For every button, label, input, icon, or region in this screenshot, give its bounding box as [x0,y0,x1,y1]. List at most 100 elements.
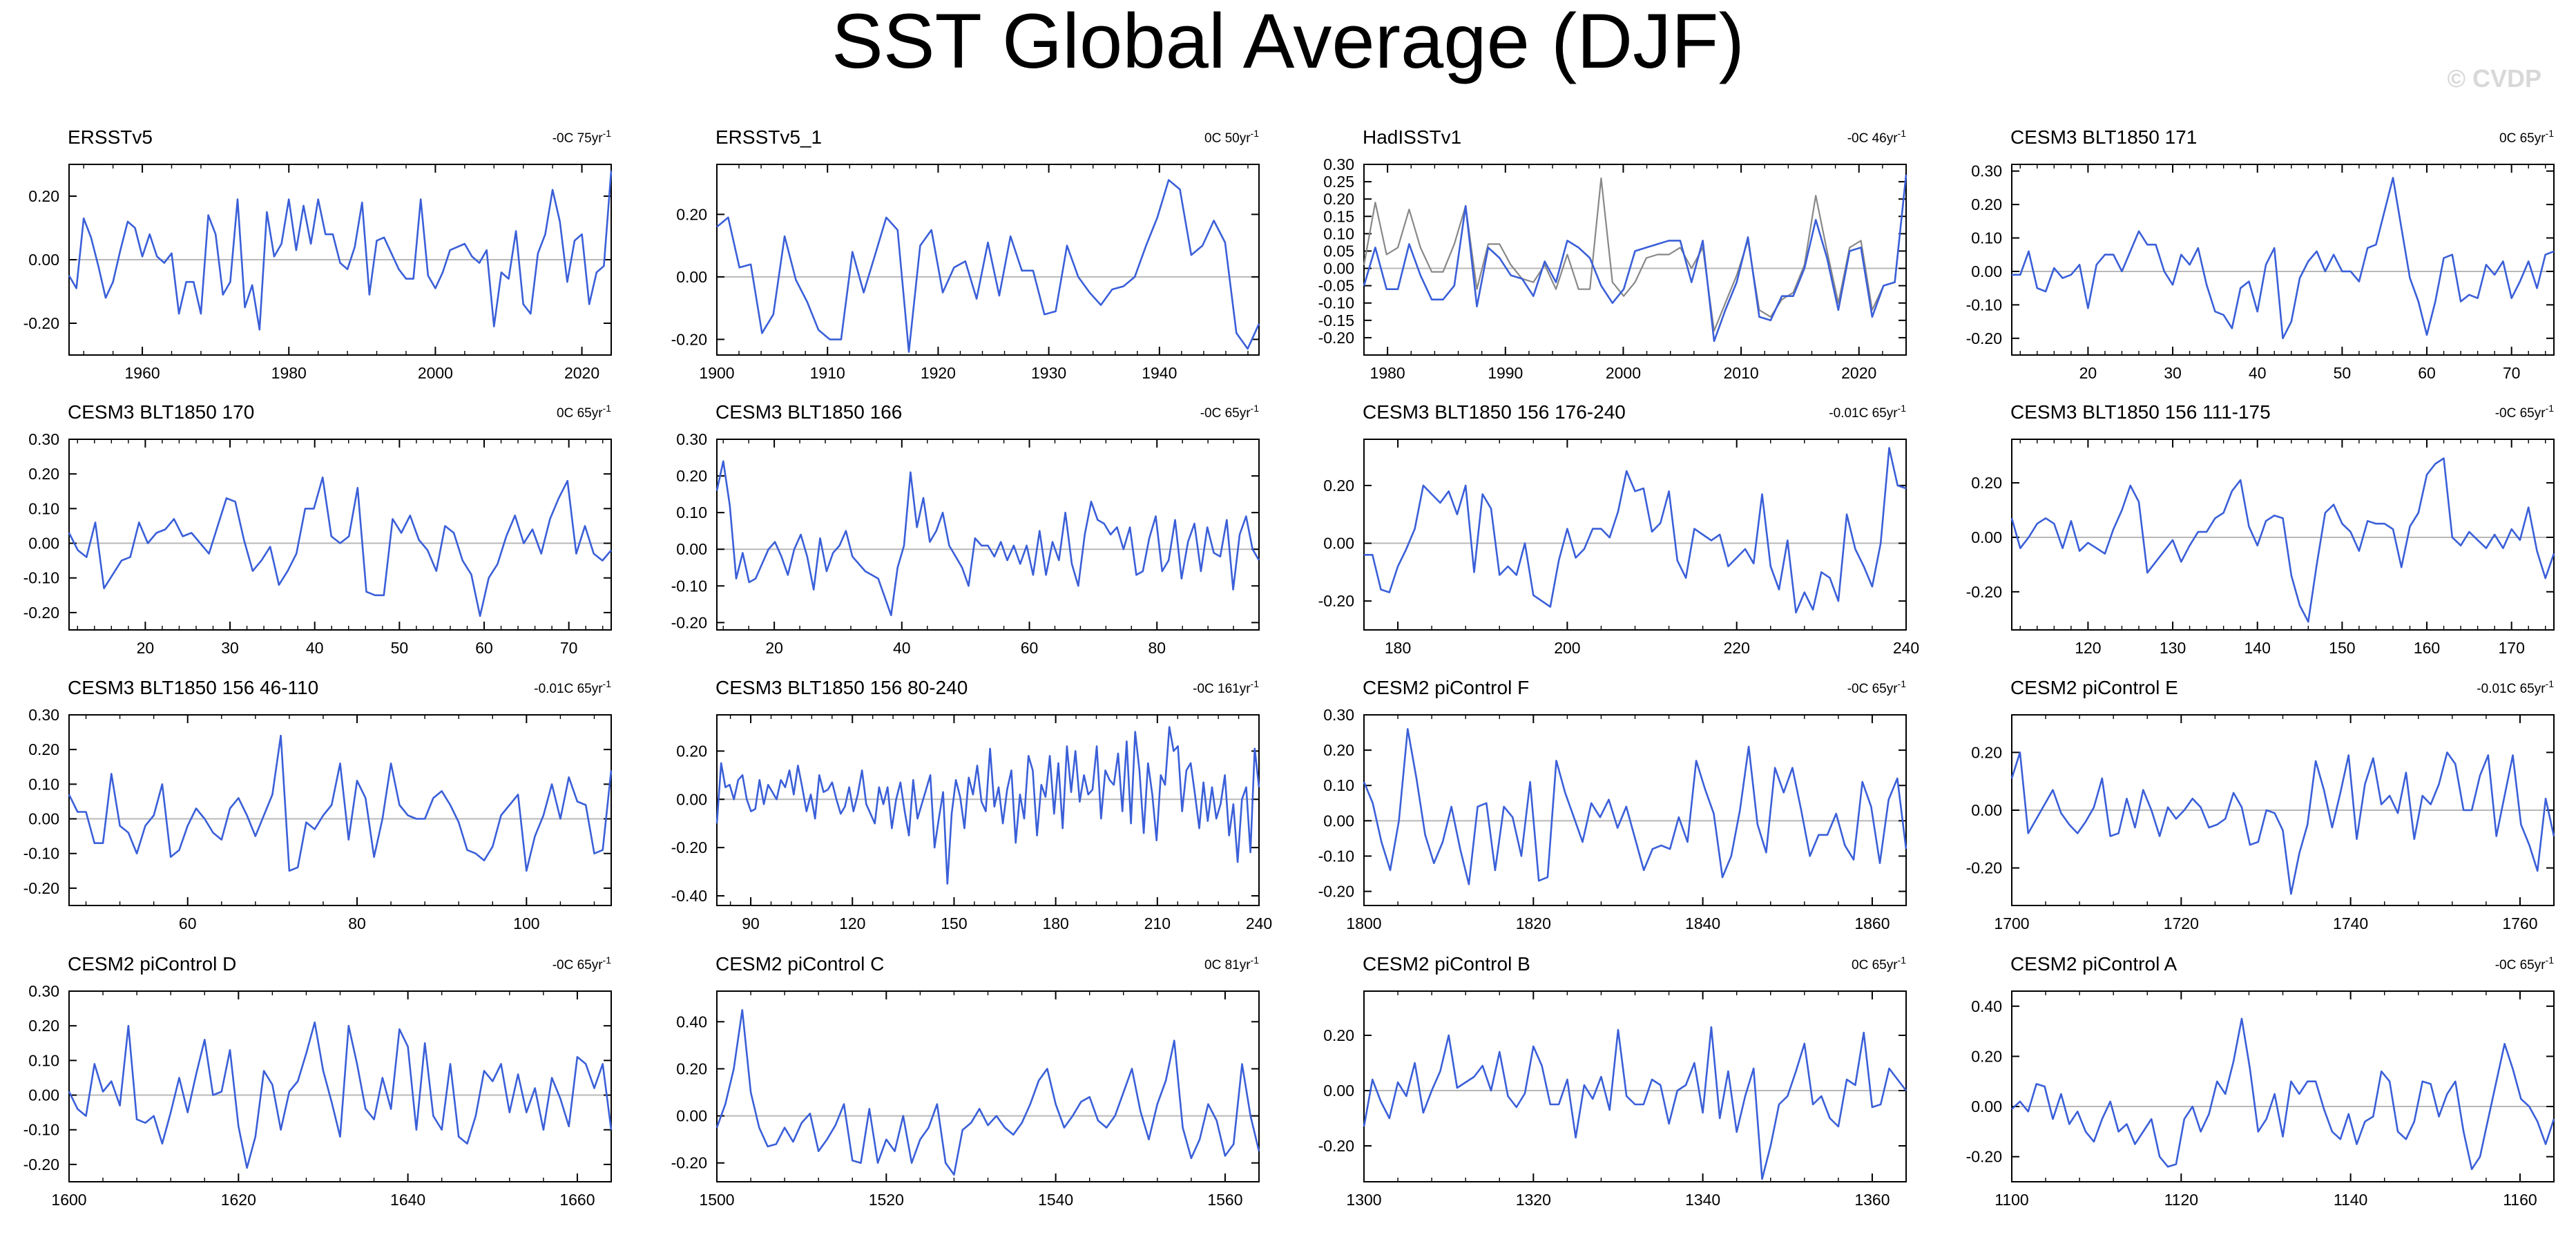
series-line [1363,728,1907,885]
plot-frame [1363,714,1907,906]
x-tick-label: 1540 [1038,1191,1073,1209]
panel-trend: -0.01C 65yr-1 [2477,678,2554,696]
x-tick-label: 170 [2498,639,2524,657]
y-tick-label: -0.10 [23,569,59,587]
x-tick-label: 50 [391,639,409,657]
y-tick-label: -0.20 [1966,329,2002,347]
x-tick-label: 1500 [699,1191,734,1209]
panel-trend: -0C 161yr-1 [1193,678,1259,696]
panel-2: ERSSTv5_1 0C 50yr-1 -0.20 0.00 0.20 1900 1910 1… [671,126,1260,382]
panel-title: CESM3 BLT1850 156 46-110 [68,677,318,698]
y-tick-label: 0.20 [1323,477,1354,495]
x-tick-label: 1900 [699,364,734,382]
panel-5: CESM3 BLT1850 170 0C 65yr-1 -0.20 -0.10 0.00… [23,401,612,657]
panel-title: ERSSTv5_1 [715,126,822,148]
trend-exponent: -1 [1898,955,1907,966]
x-tick-label: 2000 [418,364,453,382]
panel-13: CESM2 piControl D -0C 65yr-1 -0.20 -0.10 0.0… [23,953,613,1209]
x-tick-label: 1100 [1995,1191,2028,1209]
y-tick-label: -0.10 [1318,294,1354,312]
x-tick-label: 150 [941,914,967,932]
x-tick-label: 80 [348,914,366,932]
x-tick-label: 160 [2414,639,2440,657]
x-tick-label: 1520 [869,1191,904,1209]
trend-exponent: -1 [1898,678,1907,689]
y-tick-label: -0.20 [1318,329,1354,347]
x-tick-label: 60 [179,914,197,932]
x-tick-label: 1300 [1346,1191,1381,1209]
obs-series-line [1363,174,1907,332]
y-tick-label: 0.15 [1323,207,1354,225]
panel-trend: -0C 65yr-1 [1200,403,1260,421]
y-tick-label: -0.10 [1318,847,1354,865]
y-tick-label: 0.10 [1323,776,1354,794]
panel-3: HadISSTv1 -0C 46yr-1-0.20-0.15-0.10-0.050… [1318,126,1907,382]
y-tick-label: 0.20 [1323,741,1354,759]
y-tick-label: 0.10 [1323,224,1354,242]
y-tick-label: -0.20 [1966,583,2002,601]
panel-title: CESM3 BLT1850 156 80-240 [715,677,968,698]
y-tick-label: -0.10 [671,577,707,595]
plot-frame [68,990,612,1182]
y-tick-label: 0.00 [28,251,59,269]
x-tick-label: 1980 [1370,364,1405,382]
x-tick-label: 40 [2249,364,2267,382]
y-tick-label: 0.00 [1971,801,2002,819]
plot-frame [1363,439,1907,631]
y-tick-label: 0.00 [28,535,59,553]
series-line [1363,1026,1907,1180]
y-tick-label: -0.20 [1318,883,1354,901]
x-tick-label: 200 [1554,639,1580,657]
series-line [1363,174,1907,343]
y-tick-label: 0.30 [28,706,59,724]
x-tick-label: 1960 [124,364,160,382]
y-tick-label: -0.10 [1966,296,2002,314]
x-tick-label: 40 [893,639,911,657]
x-tick-label: 1920 [921,364,956,382]
plot-frame [716,164,1260,356]
series-line [715,726,1260,885]
y-tick-label: 0.20 [1971,195,2002,213]
series-line [68,734,613,872]
x-tick-label: 180 [1042,914,1068,932]
y-tick-label: 0.20 [676,742,707,760]
y-tick-label: 0.00 [676,540,707,558]
panel-trend: 0C 65yr-1 [557,403,611,421]
x-tick-label: 30 [221,639,239,657]
x-tick-label: 2020 [1841,364,1876,382]
panel-trend: -0C 65yr-1 [552,955,612,972]
y-tick-label: 0.30 [1323,706,1354,724]
y-tick-label: 0.30 [1323,155,1354,173]
y-tick-label: -0.20 [23,1156,59,1173]
series-line [715,1009,1260,1176]
x-tick-label: 1560 [1207,1191,1242,1209]
y-tick-label: 0.30 [28,430,59,448]
y-tick-label: -0.20 [1318,1137,1354,1155]
panel-1: ERSSTv5 -0C 75yr-1 -0.20 0.00 0.20 1960 1980 20… [23,126,613,382]
y-tick-label: -0.20 [23,604,59,622]
panel-title: CESM2 piControl A [2010,953,2178,975]
panel-title: HadISSTv1 [1363,126,1461,148]
plot-frame [2011,439,2555,631]
y-tick-label: -0.10 [23,1121,59,1139]
panel-15: CESM2 piControl B 0C 65yr-1 -0.20 0.00 0.20 1… [1318,953,1907,1209]
y-tick-label: -0.20 [23,879,59,897]
x-tick-label: 1700 [1994,914,2029,932]
panel-16: CESM2 piControl A -0C 65yr-1 -0.20 0.00 0.20… [1966,953,2555,1209]
y-tick-label: 0.10 [676,504,707,521]
x-tick-label: 1620 [221,1191,256,1209]
x-tick-label: 240 [1246,914,1272,932]
x-tick-label: 70 [2503,364,2521,382]
y-tick-label: 0.20 [1971,743,2002,761]
x-tick-label: 120 [2075,639,2101,657]
plot-frame [2011,990,2555,1182]
panel-title: CESM3 BLT1850 166 [715,401,902,423]
x-tick-label: 1860 [1854,914,1890,932]
y-tick-label: 0.20 [676,205,707,223]
x-tick-label: 20 [765,639,783,657]
series-line [715,460,1260,617]
y-tick-label: 0.00 [28,810,59,828]
x-tick-label: 70 [560,639,578,657]
trend-exponent: -1 [603,128,612,139]
